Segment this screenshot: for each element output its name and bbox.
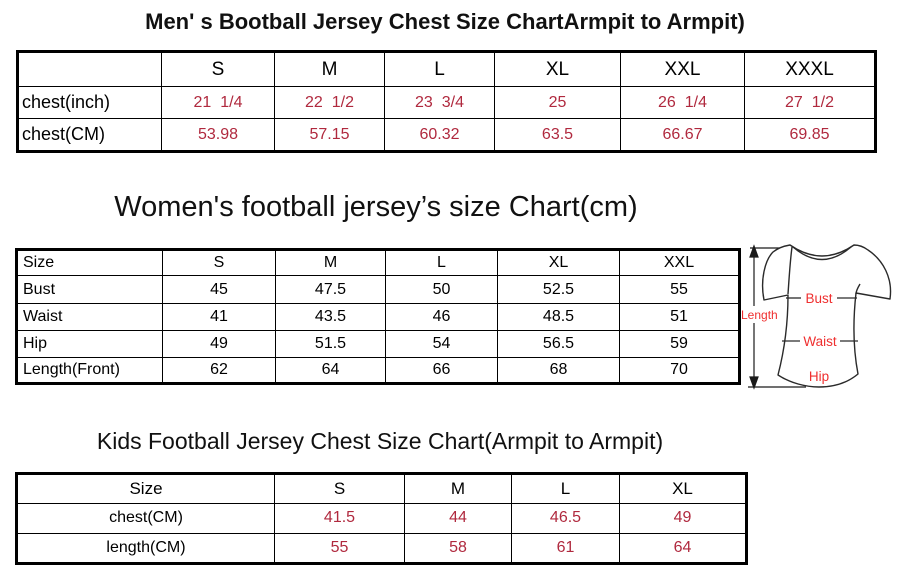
row-label: Length(Front) bbox=[16, 356, 163, 385]
value-cell: 60.32 bbox=[384, 118, 495, 152]
kids-chart-title: Kids Football Jersey Chest Size Chart(Ar… bbox=[96, 428, 664, 454]
hip-label: Hip bbox=[809, 369, 829, 384]
length-arrowhead-down bbox=[749, 376, 759, 390]
men-size-table: S M L XL XXL XXXL chest(inch) 21 1/4 22 … bbox=[16, 50, 877, 153]
kids-row-length-cm: length(CM) 55 58 61 64 bbox=[16, 533, 747, 564]
women-header-xl: XL bbox=[497, 248, 620, 277]
value-cell: 61 bbox=[511, 533, 620, 564]
men-header-xxl: XXL bbox=[620, 50, 745, 88]
row-label: Hip bbox=[16, 330, 163, 358]
kids-header-row: Size S M L XL bbox=[16, 473, 747, 504]
tshirt-outline bbox=[761, 244, 892, 388]
value-cell: 66.67 bbox=[620, 118, 745, 152]
value-cell: 49 bbox=[162, 330, 276, 358]
women-header-row: Size S M L XL XXL bbox=[16, 248, 740, 277]
kids-size-table: Size S M L XL chest(CM) 41.5 44 46.5 49 … bbox=[15, 472, 748, 565]
tshirt-measurement-diagram: Length Bust Waist Hip bbox=[741, 244, 892, 390]
value-cell: 59 bbox=[619, 330, 740, 358]
value-cell: 63.5 bbox=[494, 118, 621, 152]
men-header-row: S M L XL XXL XXXL bbox=[17, 50, 876, 88]
row-label: chest(inch) bbox=[17, 86, 162, 119]
kids-header-m: M bbox=[404, 473, 512, 504]
kids-header-s: S bbox=[274, 473, 405, 504]
men-header-xxxl: XXXL bbox=[744, 50, 876, 88]
men-header-xl: XL bbox=[494, 50, 621, 88]
value-cell: 64 bbox=[619, 533, 747, 564]
value-cell: 21 1/4 bbox=[161, 86, 275, 119]
women-row-waist: Waist 41 43.5 46 48.5 51 bbox=[16, 302, 740, 332]
value-cell: 64 bbox=[275, 356, 386, 385]
value-cell: 47.5 bbox=[275, 275, 386, 304]
value-cell: 55 bbox=[274, 533, 405, 564]
tshirt-collar-inner bbox=[792, 246, 852, 261]
value-cell: 48.5 bbox=[497, 302, 620, 332]
men-header-m: M bbox=[274, 50, 385, 88]
kids-row-chest-cm: chest(CM) 41.5 44 46.5 49 bbox=[16, 502, 747, 535]
kids-header-l: L bbox=[511, 473, 620, 504]
value-cell: 53.98 bbox=[161, 118, 275, 152]
value-cell: 50 bbox=[385, 275, 498, 304]
men-header-l: L bbox=[384, 50, 495, 88]
value-cell: 55 bbox=[619, 275, 740, 304]
women-chart-title: Women's football jersey’s size Chart(cm) bbox=[114, 191, 638, 223]
row-label: length(CM) bbox=[16, 533, 275, 564]
women-row-bust: Bust 45 47.5 50 52.5 55 bbox=[16, 275, 740, 304]
tshirt-body bbox=[761, 244, 892, 388]
value-cell: 68 bbox=[497, 356, 620, 385]
tshirt-right-seam bbox=[855, 283, 861, 295]
waist-label: Waist bbox=[803, 334, 836, 349]
value-cell: 66 bbox=[385, 356, 498, 385]
value-cell: 27 1/2 bbox=[744, 86, 876, 119]
value-cell: 52.5 bbox=[497, 275, 620, 304]
row-label: chest(CM) bbox=[16, 502, 275, 535]
value-cell: 56.5 bbox=[497, 330, 620, 358]
women-header-xxl: XXL bbox=[619, 248, 740, 277]
value-cell: 51 bbox=[619, 302, 740, 332]
men-header-empty bbox=[17, 50, 162, 88]
row-label: Waist bbox=[16, 302, 163, 332]
women-header-m: M bbox=[275, 248, 386, 277]
value-cell: 69.85 bbox=[744, 118, 876, 152]
women-size-table: Size S M L XL XXL Bust 45 47.5 50 52.5 5… bbox=[15, 248, 741, 385]
value-cell: 46 bbox=[385, 302, 498, 332]
value-cell: 44 bbox=[404, 502, 512, 535]
value-cell: 23 3/4 bbox=[384, 86, 495, 119]
length-label: Length bbox=[741, 308, 778, 322]
value-cell: 41 bbox=[162, 302, 276, 332]
women-header-l: L bbox=[385, 248, 498, 277]
value-cell: 62 bbox=[162, 356, 276, 385]
value-cell: 26 1/4 bbox=[620, 86, 745, 119]
row-label: chest(CM) bbox=[17, 118, 162, 152]
tshirt-left-seam bbox=[787, 246, 793, 295]
value-cell: 54 bbox=[385, 330, 498, 358]
value-cell: 46.5 bbox=[511, 502, 620, 535]
kids-header-xl: XL bbox=[619, 473, 747, 504]
women-header-s: S bbox=[162, 248, 276, 277]
kids-header-size: Size bbox=[16, 473, 275, 504]
value-cell: 45 bbox=[162, 275, 276, 304]
value-cell: 58 bbox=[404, 533, 512, 564]
length-arrow bbox=[748, 244, 806, 390]
value-cell: 70 bbox=[619, 356, 740, 385]
bust-label: Bust bbox=[805, 291, 832, 306]
women-row-hip: Hip 49 51.5 54 56.5 59 bbox=[16, 330, 740, 358]
length-arrowhead-up bbox=[749, 244, 759, 258]
men-chart-title: Men' s Bootball Jersey Chest Size ChartA… bbox=[145, 9, 745, 34]
value-cell: 57.15 bbox=[274, 118, 385, 152]
measure-lines bbox=[782, 297, 858, 342]
women-header-size: Size bbox=[16, 248, 163, 277]
value-cell: 41.5 bbox=[274, 502, 405, 535]
value-cell: 25 bbox=[494, 86, 621, 119]
value-cell: 22 1/2 bbox=[274, 86, 385, 119]
value-cell: 43.5 bbox=[275, 302, 386, 332]
women-row-length-front: Length(Front) 62 64 66 68 70 bbox=[16, 356, 740, 385]
value-cell: 51.5 bbox=[275, 330, 386, 358]
value-cell: 49 bbox=[619, 502, 747, 535]
men-row-chest-cm: chest(CM) 53.98 57.15 60.32 63.5 66.67 6… bbox=[17, 118, 876, 152]
men-row-chest-inch: chest(inch) 21 1/4 22 1/2 23 3/4 25 26 1… bbox=[17, 86, 876, 119]
row-label: Bust bbox=[16, 275, 163, 304]
men-header-s: S bbox=[161, 50, 275, 88]
